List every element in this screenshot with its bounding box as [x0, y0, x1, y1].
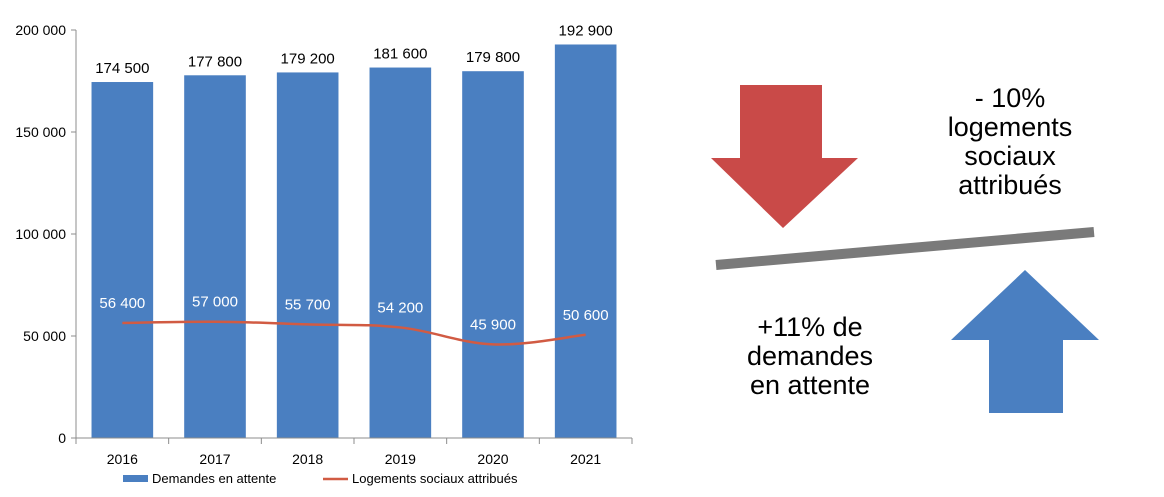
callout-decrease: - 10% logements sociaux attribués	[920, 84, 1100, 200]
legend-label-demandes: Demandes en attente	[152, 471, 276, 486]
down-arrow-icon	[711, 85, 858, 228]
line-value-label-2019: 54 200	[377, 299, 423, 316]
bar-value-label-2017: 177 800	[188, 53, 242, 70]
x-tick-label-2019: 2019	[385, 451, 416, 467]
y-tick-label: 100 000	[15, 226, 66, 242]
callout-decrease-line-1: - 10%	[974, 83, 1046, 113]
y-tick-label: 50 000	[23, 328, 66, 344]
data-labels-group: 174 500 177 800 179 200 181 600 179 800 192 9…	[95, 22, 613, 333]
y-tick-label: 200 000	[15, 22, 66, 38]
bar-2016	[91, 82, 154, 439]
legend-label-logements: Logements sociaux attribués	[352, 471, 518, 486]
line-value-label-2017: 57 000	[192, 294, 238, 311]
callout-increase-line-2: demandes	[746, 341, 874, 371]
x-tick-label-2018: 2018	[292, 451, 323, 467]
bar-value-label-2020: 179 800	[466, 49, 520, 66]
x-tick-label-2017: 2017	[199, 451, 230, 467]
legend: Demandes en attente Logements sociaux att…	[123, 471, 518, 486]
line-group	[122, 320, 586, 346]
bar-2018	[276, 72, 339, 438]
callout-decrease-line-4: attribués	[958, 170, 1062, 200]
callout-increase: +11% de demandes en attente	[720, 313, 900, 400]
line-value-label-2018: 55 700	[285, 296, 331, 313]
bar-value-label-2018: 179 200	[281, 50, 335, 67]
bar-2017	[184, 75, 246, 439]
y-tick-label: 150 000	[15, 124, 66, 140]
bars-group	[91, 44, 617, 439]
x-tick-label-2021: 2021	[570, 451, 601, 467]
up-arrow-icon	[951, 270, 1099, 413]
callout-decrease-line-2: logements	[947, 112, 1073, 142]
bar-value-label-2021: 192 900	[559, 22, 613, 39]
line-value-label-2021: 50 600	[563, 307, 609, 324]
x-tick-label-2016: 2016	[107, 451, 138, 467]
callout-decrease-line-3: sociaux	[964, 141, 1056, 171]
bar-2019	[369, 67, 432, 438]
y-tick-label: 0	[58, 430, 66, 446]
bar-line-chart: 0 50 000 100 000 150 000 200 000 2016 2017 2018…	[15, 22, 633, 486]
balance-bar	[715, 227, 1095, 270]
callout-increase-line-1: +11% de	[757, 312, 863, 342]
bar-2021	[554, 44, 617, 438]
axes-group: 0 50 000 100 000 150 000 200 000 2016 2017 2018…	[15, 22, 633, 467]
line-value-label-2020: 45 900	[470, 316, 516, 333]
bar-value-label-2016: 174 500	[95, 60, 149, 77]
bar-2020	[462, 71, 524, 438]
bar-value-label-2019: 181 600	[373, 46, 427, 63]
line-value-label-2016: 56 400	[99, 295, 145, 312]
x-tick-label-2020: 2020	[477, 451, 508, 467]
legend-swatch-demandes	[123, 475, 148, 482]
line-series-logements	[122, 320, 586, 346]
callout-increase-line-3: en attente	[749, 370, 871, 400]
